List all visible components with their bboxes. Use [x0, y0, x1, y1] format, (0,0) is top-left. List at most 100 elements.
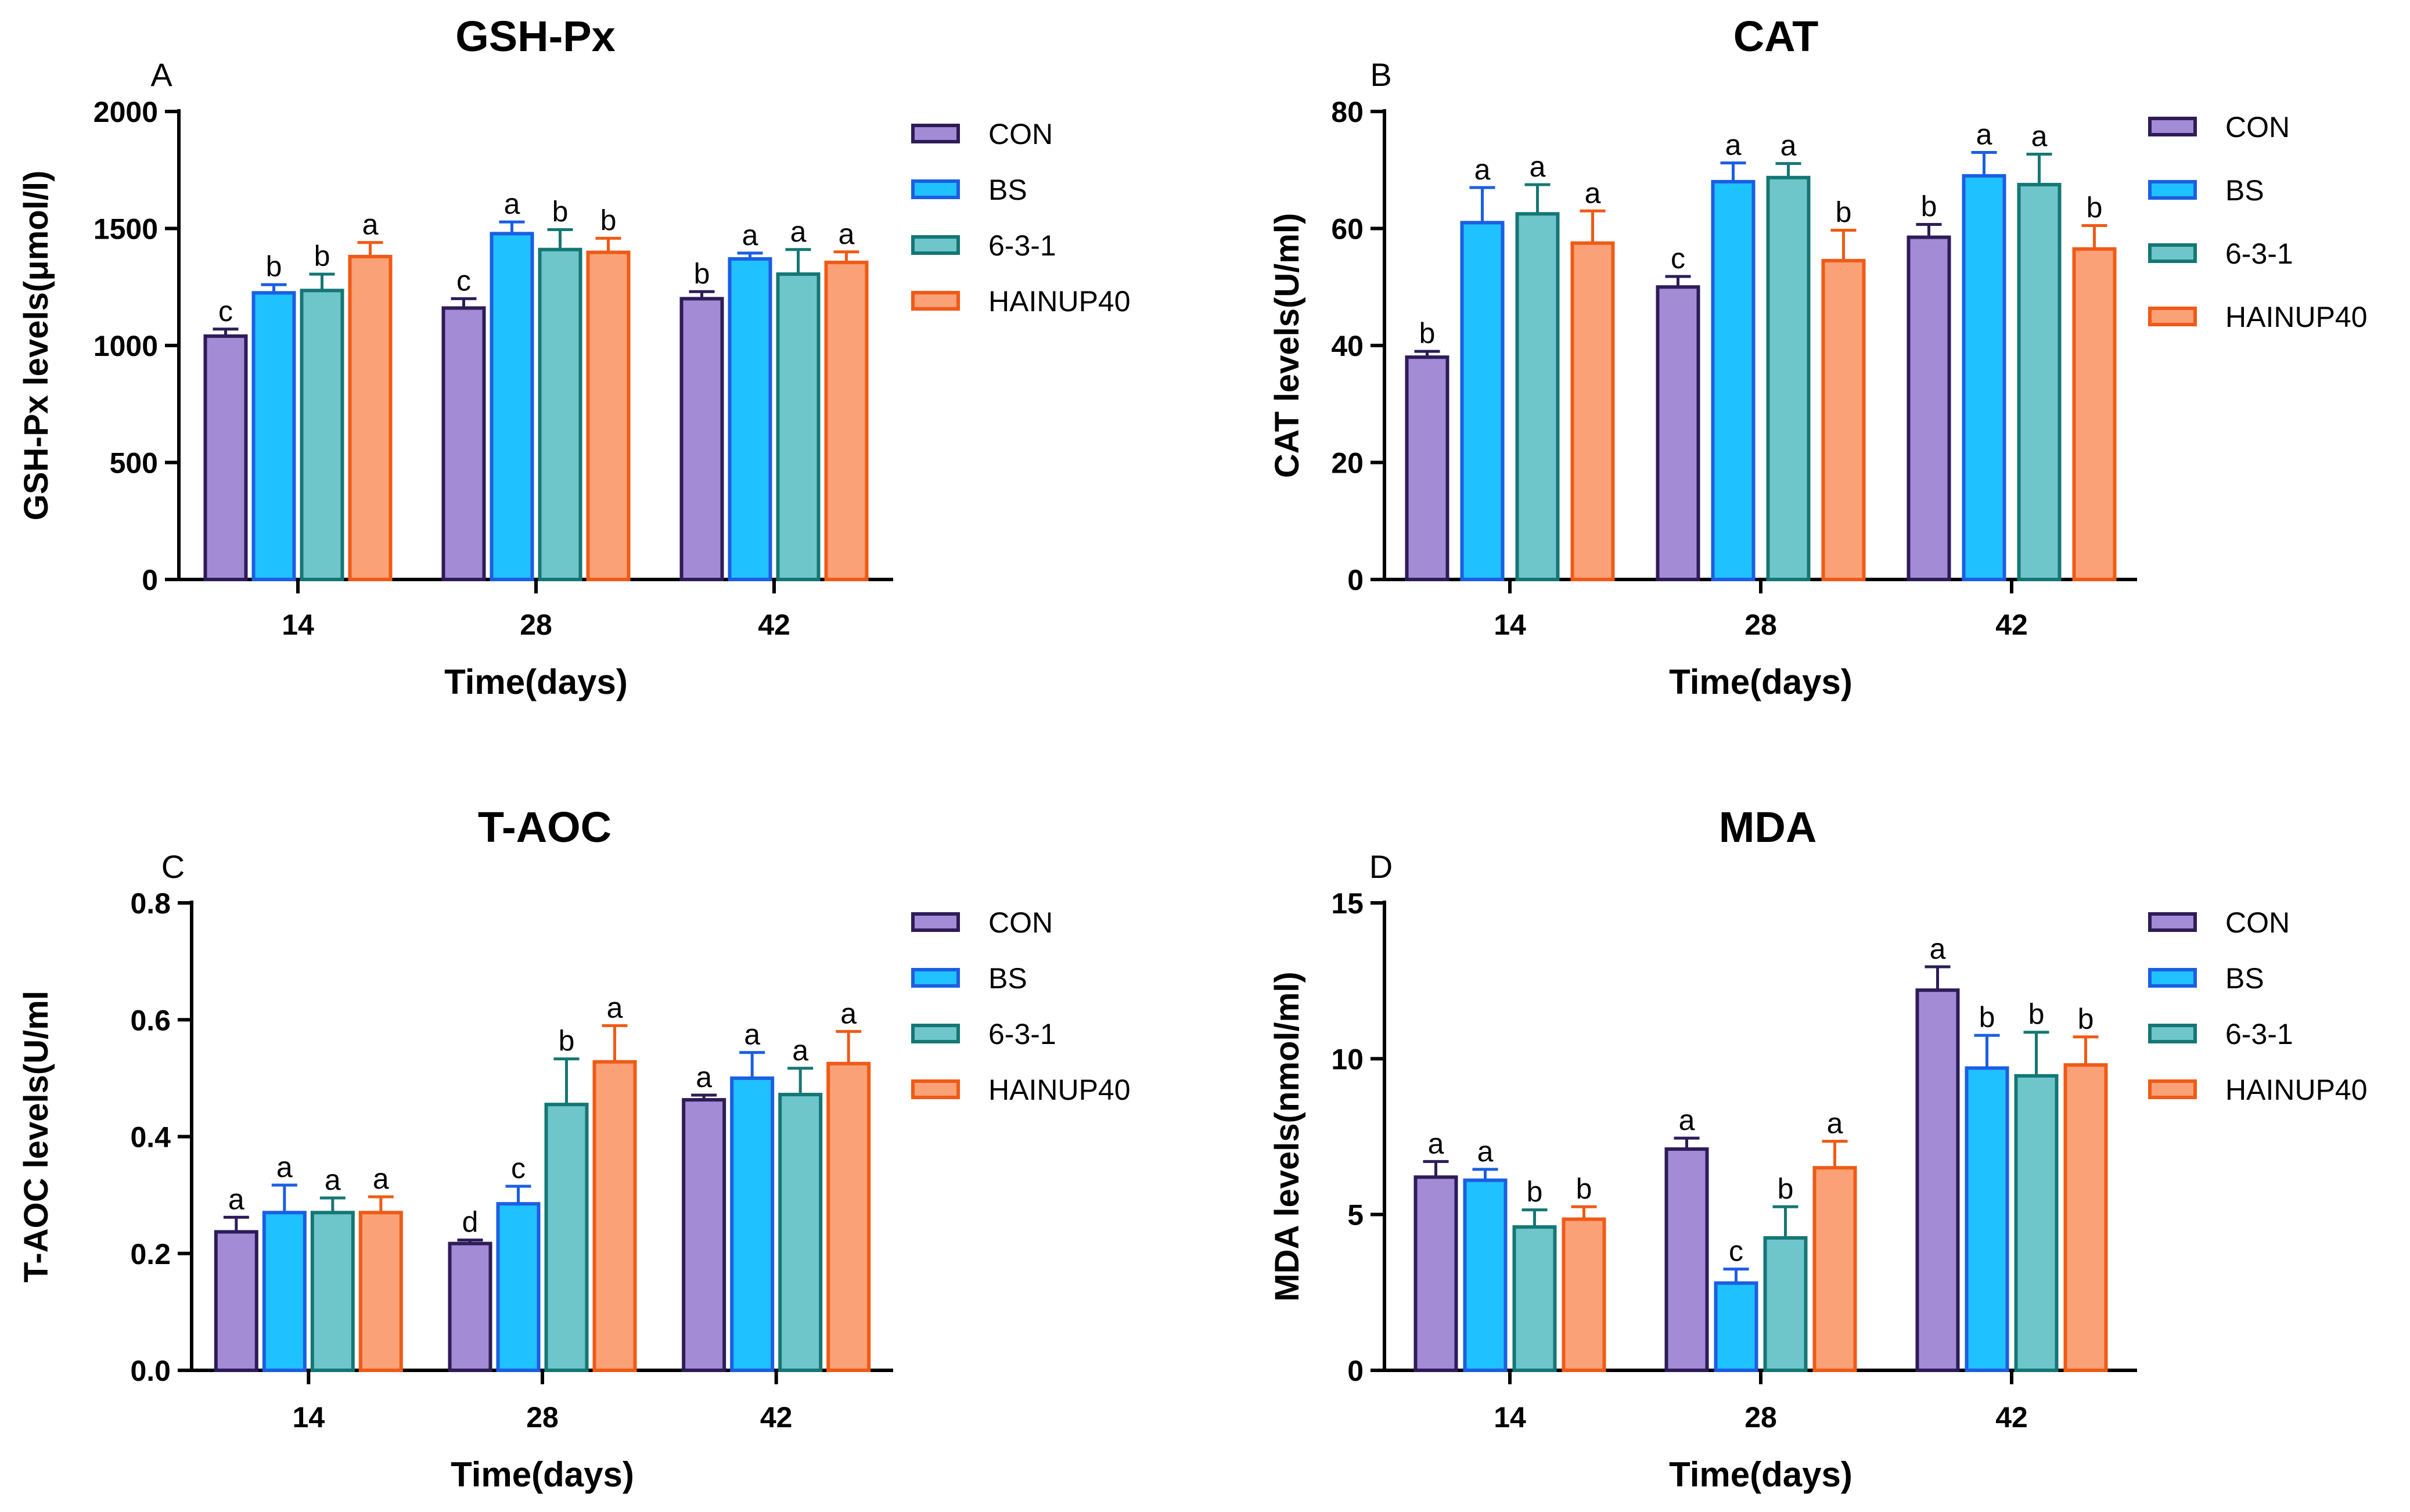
- panel-d-sig-hainup40-14: b: [1576, 1172, 1592, 1205]
- panel-a-legend-swatch-6-3-1: [911, 235, 960, 255]
- panel-b-legend-label-6-3-1: 6-3-1: [2225, 237, 2293, 270]
- panel-b-legend-swatch-bs: [2148, 180, 2197, 200]
- panel-a-legend-label-6-3-1: 6-3-1: [988, 229, 1056, 262]
- panel-b-title: CAT: [1733, 12, 1819, 60]
- panel-a-xtick-label: 28: [520, 609, 552, 641]
- panel-d-xtick-label: 14: [1494, 1401, 1526, 1434]
- panel-c-legend-label-con: CON: [988, 906, 1053, 939]
- panel-c-bar-6-3-1-14: [310, 1211, 355, 1372]
- panel-b-ytick-label: 0: [1347, 564, 1364, 596]
- panel-a-legend-swatch-con: [911, 124, 960, 143]
- panel-b-ylabel: CAT levels(U/ml): [1268, 213, 1306, 478]
- panel-c-xtick-label: 14: [293, 1401, 325, 1434]
- panel-d-bar-hainup40-28: [1812, 1166, 1857, 1372]
- panel-b-ytick-label: 60: [1331, 213, 1364, 246]
- panel-b-legend-swatch-6-3-1: [2148, 243, 2197, 263]
- panel-c-legend-label-6-3-1: 6-3-1: [988, 1018, 1056, 1050]
- panel-d-legend-label-6-3-1: 6-3-1: [2225, 1018, 2293, 1050]
- panel-a-bar-6-3-1-28: [538, 247, 582, 581]
- panel-b-xtick-label: 28: [1744, 609, 1777, 641]
- panel-d-bar-hainup40-14: [1562, 1217, 1606, 1372]
- panel-c-sig-con-14: a: [228, 1183, 244, 1215]
- panel-a-bar-6-3-1-42: [776, 272, 821, 581]
- panel-a-sig-con-14: c: [218, 295, 233, 327]
- panel-d-bar-hainup40-42: [2063, 1063, 2108, 1372]
- panel-b-sig-bs-14: a: [1474, 153, 1491, 186]
- panel-a-bar-bs-28: [490, 232, 534, 581]
- panel-a-bar-con-42: [679, 297, 724, 582]
- panel-d-legend-label-hainup40: HAINUP40: [2225, 1074, 2368, 1106]
- panel-d-sig-bs-14: a: [1477, 1135, 1494, 1168]
- panel-a-sig-con-28: c: [456, 264, 471, 297]
- panel-b-bar-6-3-1-42: [2017, 182, 2062, 581]
- panel-b-bar-hainup40-28: [1821, 258, 1866, 582]
- panel-b-legend-label-hainup40: HAINUP40: [2225, 301, 2368, 333]
- panel-d-xtick-label: 28: [1744, 1401, 1777, 1434]
- panel-d-title: MDA: [1719, 803, 1817, 851]
- panel-b-legend-swatch-con: [2148, 117, 2197, 136]
- panel-d-legend-swatch-6-3-1: [2148, 1024, 2197, 1043]
- panel-d-ytick-label: 15: [1331, 887, 1364, 920]
- panel-c-bar-6-3-1-28: [544, 1103, 589, 1372]
- panel-c-legend-swatch-con: [911, 912, 960, 932]
- panel-c-ytick-label: 0.4: [130, 1121, 171, 1154]
- panel-a-bar-con-28: [441, 306, 486, 582]
- panel-c-legend-label-hainup40: HAINUP40: [988, 1074, 1131, 1106]
- panel-d-bar-con-42: [1915, 988, 1960, 1373]
- panel-b-ytick-label: 40: [1331, 330, 1364, 362]
- panel-a-ytick-label: 2000: [93, 96, 158, 128]
- panel-b-sig-6-3-1-28: a: [1780, 129, 1797, 162]
- panel-c-bar-con-28: [448, 1241, 492, 1373]
- panel-c-sig-hainup40-42: a: [840, 997, 857, 1029]
- panel-a-xtick-label: 42: [758, 609, 790, 641]
- panel-d-ylabel: MDA levels(nmol/ml): [1268, 971, 1306, 1301]
- panel-c-sig-hainup40-28: a: [607, 991, 623, 1024]
- panel-c-sig-bs-42: a: [744, 1018, 760, 1051]
- panel-a-bar-hainup40-28: [586, 250, 631, 581]
- panel-d-sig-bs-42: b: [1979, 1001, 1995, 1034]
- panel-c-ylabel: T-AOC levels(U/ml: [17, 991, 55, 1283]
- panel-a-sig-bs-42: a: [742, 219, 758, 251]
- panel-b-xlabel: Time(days): [1669, 663, 1853, 701]
- panel-a-bar-6-3-1-14: [300, 289, 344, 581]
- panel-c-bar-con-14: [214, 1230, 258, 1373]
- panel-b: CAT B 0 20 40 60 80 CAT levels(U/ml) Time(days) 1…: [1268, 12, 2368, 701]
- panel-d-bar-con-14: [1413, 1175, 1458, 1373]
- panel-a-sig-6-3-1-14: b: [314, 240, 330, 272]
- panel-a-ytick-label: 0: [142, 564, 158, 596]
- panel-d-sig-hainup40-28: a: [1827, 1107, 1843, 1140]
- panel-a-letter: A: [150, 56, 172, 93]
- panel-a-ylabel: GSH-Px levels(μmol/l): [17, 171, 55, 521]
- panel-c-bar-bs-42: [730, 1076, 775, 1372]
- panel-b-bar-6-3-1-28: [1766, 175, 1811, 582]
- panel-d-sig-con-14: a: [1428, 1127, 1444, 1160]
- panel-a-sig-bs-14: b: [266, 250, 282, 283]
- panel-a-ytick-label: 500: [110, 447, 158, 480]
- panel-a-legend-label-con: CON: [988, 118, 1053, 150]
- panel-a-legend-label-hainup40: HAINUP40: [988, 285, 1131, 318]
- panel-d-bar-bs-14: [1463, 1178, 1508, 1372]
- panel-a-bar-bs-42: [728, 257, 772, 581]
- panel-c-sig-hainup40-14: a: [373, 1162, 389, 1195]
- panel-c-xlabel: Time(days): [451, 1455, 634, 1494]
- panel-d-legend-label-con: CON: [2225, 906, 2290, 939]
- panel-b-legend-label-con: CON: [2225, 111, 2290, 143]
- panel-d-ytick-label: 0: [1347, 1355, 1364, 1387]
- panel-c-title: T-AOC: [478, 803, 612, 851]
- panel-a-bar-bs-14: [251, 291, 296, 581]
- panel-a-sig-6-3-1-28: b: [552, 196, 569, 228]
- panel-c-sig-6-3-1-42: a: [792, 1034, 808, 1067]
- panel-b-bar-bs-14: [1460, 221, 1505, 581]
- panel-d-sig-6-3-1-28: b: [1778, 1172, 1794, 1205]
- panel-a-bar-hainup40-42: [824, 260, 869, 581]
- panel-d-legend-swatch-hainup40: [2148, 1079, 2197, 1099]
- panel-c-sig-con-28: d: [462, 1206, 479, 1239]
- panel-b-legend-swatch-hainup40: [2148, 307, 2197, 326]
- panel-c-bar-hainup40-14: [358, 1211, 403, 1372]
- panel-d-xtick-label: 42: [1995, 1401, 2028, 1434]
- panel-b-xtick-label: 42: [1995, 609, 2028, 641]
- panel-b-legend-label-bs: BS: [2225, 174, 2264, 207]
- panel-c-sig-6-3-1-28: b: [559, 1025, 575, 1057]
- panel-b-bar-hainup40-42: [2072, 247, 2117, 581]
